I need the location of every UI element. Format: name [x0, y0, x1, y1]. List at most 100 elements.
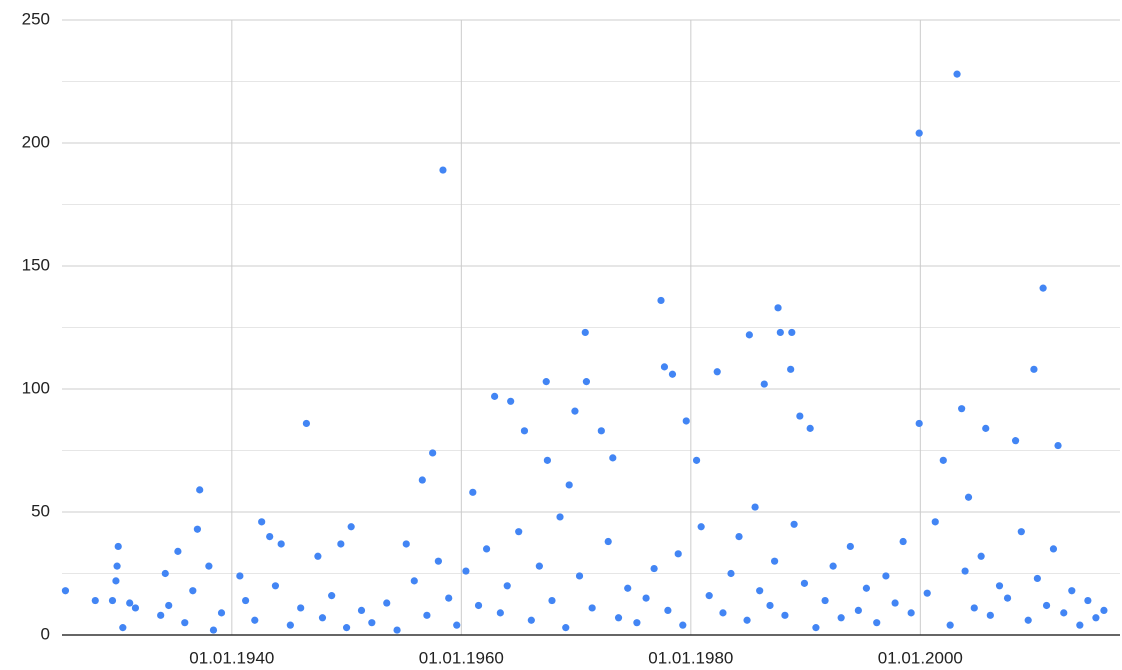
point: [923, 589, 931, 597]
point: [946, 621, 954, 629]
y-tick-label: 150: [22, 255, 50, 274]
point: [410, 577, 418, 585]
point: [462, 567, 470, 575]
point: [108, 596, 117, 605]
point: [402, 540, 410, 548]
point: [745, 331, 753, 339]
point: [482, 545, 491, 553]
point: [469, 488, 477, 496]
point: [347, 523, 355, 531]
point: [692, 456, 701, 464]
point: [961, 567, 969, 575]
point: [236, 572, 244, 580]
point: [958, 405, 966, 413]
point: [1084, 596, 1092, 605]
point: [806, 424, 814, 432]
point: [977, 552, 985, 560]
point: [642, 594, 650, 602]
y-tick-label: 0: [41, 624, 50, 643]
point: [209, 626, 218, 634]
point: [1033, 574, 1041, 583]
point: [535, 562, 543, 570]
point: [995, 582, 1004, 590]
point: [515, 528, 523, 536]
point: [650, 564, 658, 573]
point: [697, 523, 705, 531]
point: [657, 296, 665, 305]
point: [393, 626, 401, 634]
point: [891, 599, 899, 607]
point: [474, 601, 483, 610]
point: [418, 476, 426, 484]
point: [165, 601, 173, 610]
point: [882, 572, 890, 580]
point: [604, 537, 612, 546]
point: [668, 370, 677, 378]
point: [496, 609, 504, 617]
point: [1054, 441, 1062, 450]
point: [953, 70, 961, 78]
point: [727, 569, 735, 578]
point: [571, 407, 579, 415]
point: [328, 592, 336, 600]
point: [271, 582, 280, 590]
point: [735, 533, 743, 541]
point: [674, 550, 682, 558]
point: [760, 380, 768, 388]
point: [91, 596, 99, 605]
point: [548, 596, 556, 605]
point: [543, 456, 551, 464]
point: [582, 378, 591, 386]
point: [342, 624, 351, 632]
point: [781, 611, 789, 619]
point: [302, 419, 311, 428]
point: [193, 525, 202, 533]
point: [181, 619, 189, 627]
point: [862, 584, 871, 592]
point: [660, 363, 669, 371]
point: [597, 427, 605, 435]
point: [899, 537, 907, 546]
point: [1092, 614, 1100, 622]
point: [439, 166, 447, 174]
point: [982, 424, 990, 432]
y-tick-label: 100: [22, 378, 50, 397]
point: [609, 454, 617, 462]
point: [1017, 528, 1025, 536]
point: [756, 587, 764, 595]
point: [837, 614, 845, 622]
point: [821, 596, 829, 605]
point: [682, 417, 690, 425]
point: [790, 520, 798, 528]
point: [743, 616, 751, 624]
y-tick-label: 200: [22, 132, 50, 151]
point: [242, 596, 250, 605]
point: [1076, 621, 1084, 629]
point: [751, 503, 759, 511]
point: [113, 562, 121, 570]
point: [1068, 587, 1076, 595]
point: [383, 599, 391, 607]
point: [251, 616, 259, 624]
point: [445, 594, 453, 602]
point: [829, 562, 837, 570]
point: [61, 587, 70, 595]
point: [787, 365, 795, 373]
point: [970, 604, 978, 612]
point: [915, 419, 923, 428]
point: [931, 518, 939, 526]
point: [368, 619, 376, 627]
point: [217, 609, 226, 617]
point: [189, 587, 197, 595]
point: [1060, 609, 1068, 617]
point: [1030, 365, 1038, 373]
point: [434, 557, 442, 565]
point: [258, 518, 266, 526]
point: [114, 542, 122, 551]
x-tick-label: 01.01.1980: [648, 648, 733, 667]
point: [286, 621, 294, 629]
point: [986, 611, 994, 619]
point: [562, 624, 570, 632]
point: [266, 533, 274, 541]
